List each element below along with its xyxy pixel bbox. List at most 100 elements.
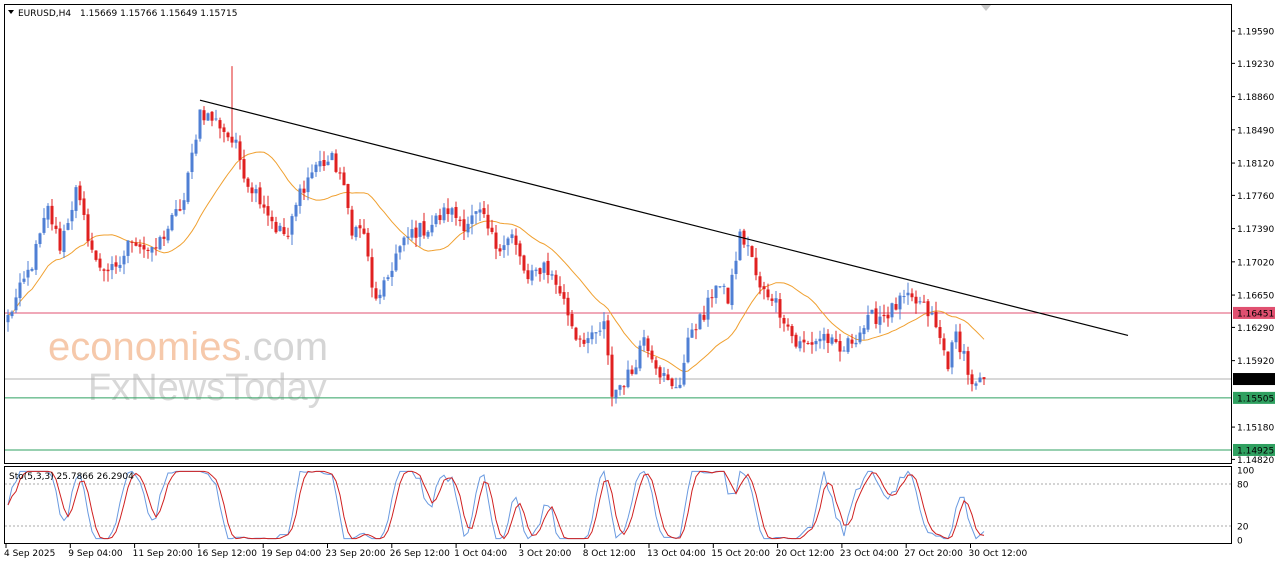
trendline-layer[interactable] [199, 99, 1129, 337]
candle [330, 151, 334, 161]
candle [566, 292, 570, 326]
candle [606, 314, 610, 365]
candle [442, 203, 446, 224]
candle [474, 211, 478, 225]
candle [850, 333, 854, 349]
candle [518, 240, 522, 265]
candle [286, 227, 290, 240]
candles [6, 66, 986, 407]
candle [262, 195, 266, 214]
stoch-signal-line [7, 470, 985, 540]
price-tag-support-2: 1.14925 [1237, 446, 1274, 456]
candle [430, 215, 434, 237]
candle [398, 245, 402, 260]
candle [594, 331, 598, 344]
candle [770, 293, 774, 307]
time-label: 23 Oct 04:00 [840, 549, 899, 559]
candle [150, 246, 154, 262]
candle [758, 271, 762, 295]
candle [750, 245, 754, 258]
candle [386, 274, 390, 282]
candle [622, 384, 626, 395]
candle [402, 236, 406, 252]
candle [934, 301, 938, 329]
candle [254, 184, 258, 203]
moving-average [7, 151, 985, 373]
candle [446, 198, 450, 222]
candle [202, 106, 206, 125]
candle [578, 335, 582, 348]
candle [58, 221, 62, 255]
candle [890, 302, 894, 323]
candle [382, 276, 386, 300]
candle [486, 204, 490, 236]
candle [698, 312, 702, 330]
candle [542, 261, 546, 280]
price-tag-resistance: 1.16451 [1237, 309, 1274, 319]
candle [582, 332, 586, 347]
candle [490, 219, 494, 235]
candle [194, 134, 198, 157]
candle [10, 310, 14, 319]
candle [842, 346, 846, 352]
candle [882, 304, 886, 323]
candle [546, 252, 550, 284]
candle [874, 301, 878, 329]
candle [898, 292, 902, 320]
watermark-tld: .com [241, 325, 328, 369]
candle [342, 166, 346, 186]
candle [838, 333, 842, 362]
candle [966, 346, 970, 385]
candle [74, 185, 78, 219]
candle [134, 237, 138, 247]
candle [978, 372, 982, 383]
candle [18, 273, 22, 307]
candle [434, 213, 438, 228]
candle [190, 143, 194, 180]
candle [306, 167, 310, 201]
price-tick-label: 1.18860 [1237, 93, 1274, 103]
candle [502, 235, 506, 258]
ma-line[interactable] [7, 151, 985, 373]
header-ohlc: 1.15669 1.15766 1.15649 1.15715 [80, 9, 237, 19]
collapse-triangle-icon[interactable] [8, 10, 14, 14]
candle [214, 109, 218, 122]
candle [702, 305, 706, 322]
candle [110, 256, 114, 280]
candle [706, 289, 710, 327]
candle [922, 294, 926, 303]
candle [314, 161, 318, 177]
price-tag-bg-support-1 [1233, 391, 1275, 404]
candle [478, 202, 482, 222]
candle [326, 155, 330, 166]
descending-trendline[interactable] [199, 99, 1129, 337]
candle [290, 213, 294, 245]
candle [102, 268, 106, 282]
candle [558, 276, 562, 297]
candle [642, 329, 646, 352]
time-label: 26 Sep 12:00 [390, 549, 450, 559]
candle [62, 224, 66, 258]
svg-text:economies.com: economies.com [48, 325, 328, 369]
candle [118, 256, 122, 272]
chart-shift-marker-icon[interactable] [981, 5, 991, 11]
price-tick-label: 1.18120 [1237, 160, 1274, 170]
candle [462, 209, 466, 240]
candle [506, 236, 510, 256]
candle [234, 132, 238, 149]
candle [258, 182, 262, 209]
candle [526, 263, 530, 284]
candle [618, 384, 622, 396]
candle [246, 177, 250, 193]
price-tick-label: 1.16290 [1237, 324, 1274, 334]
candle [98, 253, 102, 272]
candle [70, 201, 74, 230]
candle [206, 112, 210, 122]
candle [466, 216, 470, 238]
candle [454, 201, 458, 226]
price-tag-bg-support-2 [1233, 443, 1275, 456]
candle [630, 365, 634, 376]
horizontal-levels [5, 312, 1231, 451]
candle [414, 220, 418, 247]
